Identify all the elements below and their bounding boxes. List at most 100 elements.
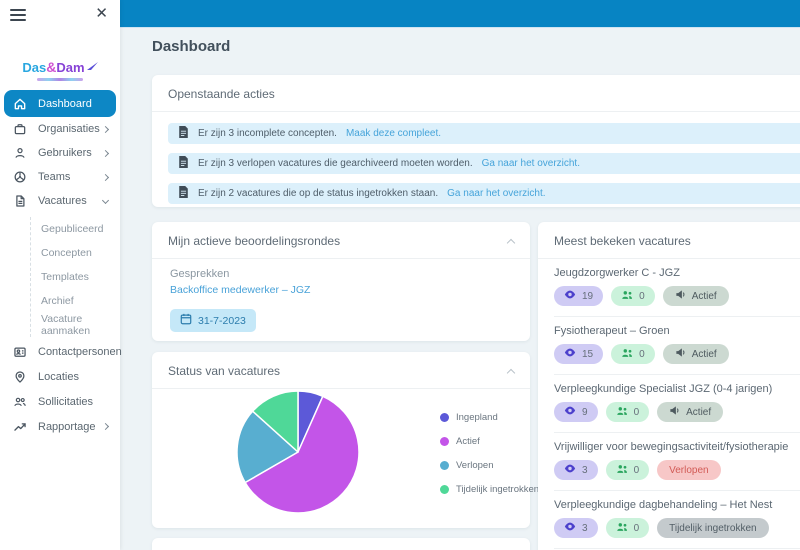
page-title: Dashboard — [152, 38, 231, 55]
sidebar-item-dashboard[interactable]: Dashboard — [4, 90, 116, 117]
views-count: 3 — [582, 464, 588, 476]
status-badge: Actief — [662, 286, 729, 306]
sidebar-item-gebruikers[interactable]: Gebruikers — [0, 141, 120, 165]
teams-icon — [12, 169, 28, 185]
sidebar-item-label: Locaties — [38, 370, 79, 383]
chevron-right-icon — [101, 125, 110, 133]
subitem-label: Templates — [41, 271, 89, 283]
sidebar-item-vacatures[interactable]: Vacatures — [0, 189, 120, 213]
sidebar-item-label: Teams — [38, 171, 71, 183]
sidebar-nav: Dashboard Organisaties Gebruikers Teams — [0, 90, 122, 439]
vacancy-list-item: Fysiotherapeut – Groen 15 0 Actief — [554, 317, 800, 375]
chevron-right-icon — [101, 149, 110, 157]
alert-link[interactable]: Ga naar het overzicht. — [447, 188, 546, 199]
document-icon — [178, 125, 189, 143]
legend-label: Ingepland — [456, 412, 498, 423]
megaphone-icon — [675, 289, 686, 303]
sidebar-item-organisaties[interactable]: Organisaties — [0, 117, 120, 141]
vacancy-title[interactable]: Vrijwilliger voor bewegingsactiviteit/fy… — [554, 441, 789, 453]
views-count: 3 — [582, 522, 588, 534]
people-icon — [616, 406, 628, 419]
contact-card-icon — [12, 344, 28, 360]
logo-swoosh-icon — [86, 60, 98, 74]
status-badge: Actief — [657, 402, 724, 422]
status-pie-chart — [234, 388, 362, 521]
sidebar-top: ✕ — [0, 0, 120, 30]
alert-expired-vacancies: Er zijn 3 verlopen vacatures die gearchi… — [168, 153, 800, 174]
briefcase-icon — [12, 121, 28, 137]
status-label: Actief — [691, 348, 717, 360]
collapse-chevron-icon[interactable] — [506, 238, 516, 247]
most-viewed-vacancies-card: Meest bekeken vacatures Jeugdzorgwerker … — [538, 222, 800, 550]
sidebar-item-contactpersonen[interactable]: Contactpersonen — [0, 339, 122, 364]
vacancy-list-item: Jeugdzorgwerker C - JGZ 19 0 Actief — [554, 259, 800, 317]
status-badge: Actief — [662, 344, 729, 364]
megaphone-icon — [675, 347, 686, 361]
sidebar-item-label: Vacatures — [38, 195, 87, 207]
user-icon — [12, 145, 28, 161]
legend-item-actief: Actief — [440, 436, 539, 447]
alert-text: Er zijn 2 vacatures die op de status ing… — [198, 188, 439, 199]
chevron-right-icon — [101, 422, 110, 431]
legend-dot — [440, 413, 449, 422]
alert-link[interactable]: Maak deze compleet. — [345, 128, 442, 139]
review-vacancy-link[interactable]: Backoffice medewerker – JGZ — [170, 284, 311, 296]
logo[interactable]: Das&Dam — [0, 60, 120, 81]
subitem-label: Gepubliceerd — [41, 223, 104, 235]
status-label: Verlopen — [669, 464, 709, 476]
alert-incomplete-concepts: Er zijn 3 incomplete concepten. Maak dez… — [168, 123, 800, 144]
status-badge: Tijdelijk ingetrokken — [657, 518, 769, 538]
open-actions-card: Openstaande acties Er zijn 3 incomplete … — [152, 75, 800, 207]
vacatures-submenu: Gepubliceerd Concepten Templates Archief… — [30, 217, 120, 337]
sidebar-item-sollicitaties[interactable]: Sollicitaties — [0, 389, 120, 414]
status-label: Actief — [691, 290, 717, 302]
review-date: 31-7-2023 — [198, 314, 246, 327]
sidebar-subitem-concepten[interactable]: Concepten — [31, 241, 120, 265]
sidebar-subitem-templates[interactable]: Templates — [31, 265, 120, 289]
eye-icon — [564, 348, 576, 360]
applicants-count: 0 — [639, 348, 645, 360]
people-icon — [621, 348, 633, 361]
close-icon[interactable]: ✕ — [95, 5, 108, 22]
legend-dot — [440, 437, 449, 446]
sidebar-subitem-gepubliceerd[interactable]: Gepubliceerd — [31, 217, 120, 241]
trend-chart-icon — [12, 419, 28, 435]
vacancy-list-item: Verpleegkundige dagbehandeling – Het Nes… — [554, 491, 800, 549]
vacancy-list: Jeugdzorgwerker C - JGZ 19 0 Actief — [538, 259, 800, 549]
home-icon — [12, 96, 28, 112]
sidebar-item-label: Sollicitaties — [38, 395, 94, 408]
vacancy-title[interactable]: Jeugdzorgwerker C - JGZ — [554, 267, 680, 279]
sidebar: ✕ Das&Dam Dashboard Organisaties Gebruik… — [0, 0, 122, 550]
vacancy-title[interactable]: Verpleegkundige dagbehandeling – Het Nes… — [554, 499, 773, 511]
status-badge: Verlopen — [657, 460, 721, 480]
topbar — [120, 0, 800, 28]
people-icon — [616, 464, 628, 477]
alert-link[interactable]: Ga naar het overzicht. — [481, 158, 580, 169]
vacancy-list-item: Verpleegkundige Specialist JGZ (0-4 jari… — [554, 375, 800, 433]
sidebar-item-teams[interactable]: Teams — [0, 165, 120, 189]
sidebar-item-locaties[interactable]: Locaties — [0, 364, 120, 389]
review-group-label: Gesprekken — [170, 268, 230, 280]
people-icon — [621, 290, 633, 303]
eye-icon — [564, 522, 576, 534]
views-chip: 15 — [554, 344, 604, 364]
calendar-icon — [180, 313, 192, 328]
map-pin-icon — [12, 369, 28, 385]
applicants-chip: 0 — [605, 518, 650, 538]
document-icon — [178, 185, 189, 203]
people-icon — [616, 522, 628, 535]
collapse-chevron-icon[interactable] — [506, 368, 516, 377]
review-date-chip: 31-7-2023 — [170, 309, 256, 332]
partial-card — [152, 538, 530, 550]
sidebar-subitem-vacature-aanmaken[interactable]: Vacature aanmaken — [31, 313, 120, 337]
card-title: Status van vacatures — [168, 364, 281, 378]
views-chip: 3 — [554, 460, 598, 480]
status-label: Tijdelijk ingetrokken — [669, 522, 757, 534]
sidebar-item-rapportage[interactable]: Rapportage — [0, 414, 120, 439]
sidebar-subitem-archief[interactable]: Archief — [31, 289, 120, 313]
vacancy-title[interactable]: Fysiotherapeut – Groen — [554, 325, 670, 337]
sidebar-item-label: Dashboard — [38, 97, 92, 110]
vacancy-title[interactable]: Verpleegkundige Specialist JGZ (0-4 jari… — [554, 383, 773, 395]
applicants-chip: 0 — [611, 286, 655, 306]
hamburger-menu-icon[interactable] — [10, 9, 26, 24]
